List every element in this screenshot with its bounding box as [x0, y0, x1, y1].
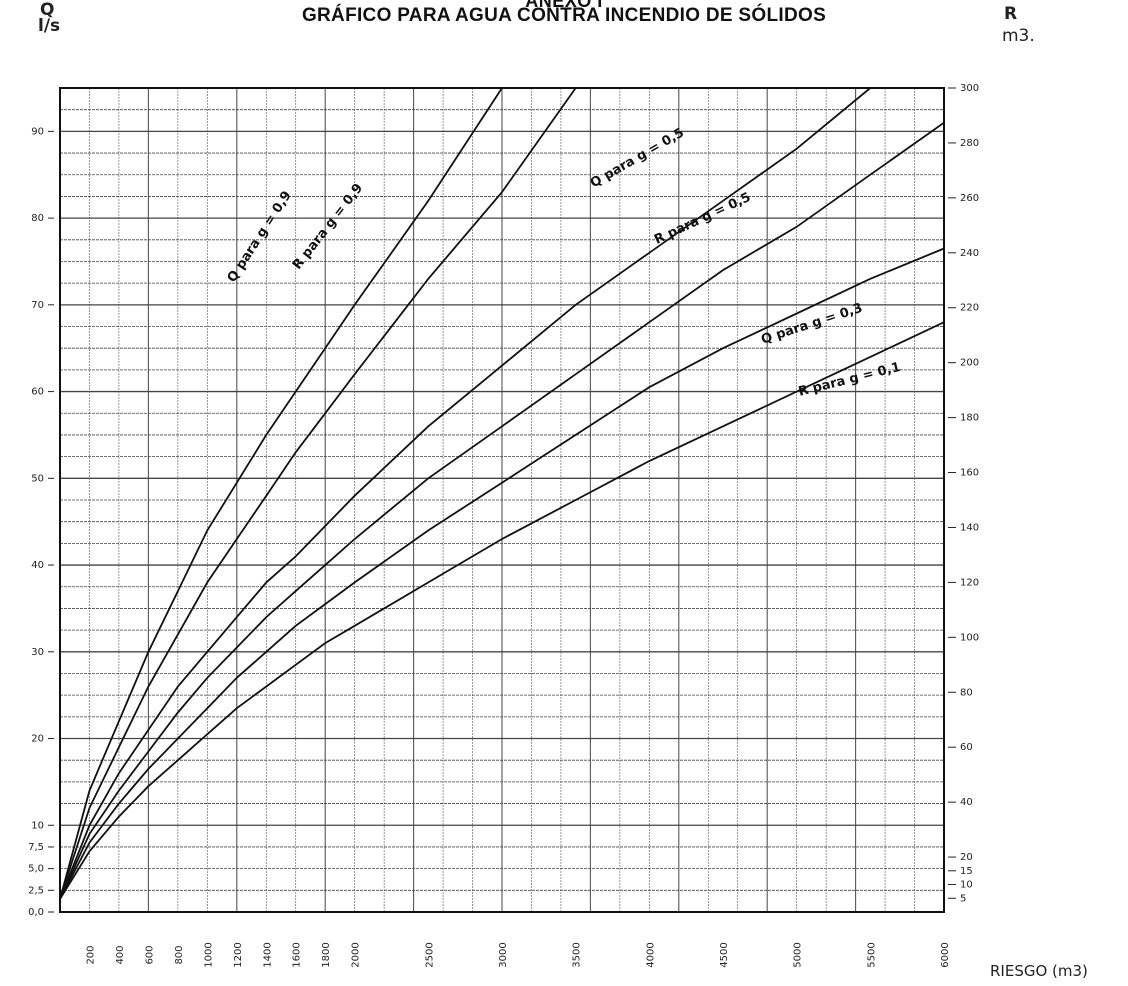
chart-grid [60, 88, 944, 912]
curve-line-4 [59, 121, 945, 900]
x-tick-label: 1000 [203, 942, 214, 967]
x-tick-label: 800 [174, 945, 185, 964]
left-axis-symbol: Q [40, 0, 55, 20]
curve-line-6 [59, 321, 945, 900]
x-tick-label: 600 [144, 945, 155, 964]
x-tick-label: 4000 [645, 942, 656, 967]
curve-line-5 [59, 247, 945, 900]
right-tick-label: 120 [960, 577, 979, 588]
right-axis-ticks: 5 10 15 20 40 60 80 100 120 140 160 180 200 220 240 260… [948, 83, 979, 904]
chart-curve-labels: Q para g = 0,9R para g = 0,9Q para g = 0… [225, 125, 902, 399]
x-tick-label: 1400 [262, 942, 273, 967]
right-tick-label: 260 [960, 193, 979, 204]
right-axis-unit: m3. [1002, 26, 1035, 46]
left-tick-label: 90 [31, 126, 44, 137]
x-tick-label: 400 [115, 945, 126, 964]
x-tick-label: 6000 [940, 942, 951, 967]
curve-line-2 [59, 87, 577, 900]
x-tick-label: 200 [85, 945, 96, 964]
chart-curves [59, 87, 945, 900]
left-tick-label: 40 [31, 560, 44, 571]
curve-line-1 [59, 87, 503, 900]
right-tick-label: 180 [960, 413, 979, 424]
right-tick-label: 100 [960, 632, 979, 643]
x-tick-label: 3000 [498, 942, 509, 967]
x-tick-label: 1600 [292, 942, 303, 967]
right-tick-label: 160 [960, 468, 979, 479]
right-tick-label: 10 [960, 880, 973, 891]
left-tick-label: 50 [31, 473, 44, 484]
left-tick-label: 7,5 [28, 842, 44, 853]
x-tick-label: 2500 [424, 942, 435, 967]
curve-line-3 [59, 87, 871, 900]
right-tick-label: 240 [960, 248, 979, 259]
curve-label-3: Q para g = 0,5 [588, 125, 687, 191]
right-tick-label: 280 [960, 138, 979, 149]
right-tick-label: 140 [960, 522, 979, 533]
curve-label-1: Q para g = 0,9 [225, 189, 295, 286]
right-tick-label: 40 [960, 797, 973, 808]
x-axis-label: RIESGO (m3) [990, 962, 1088, 980]
right-tick-label: 200 [960, 358, 979, 369]
x-tick-label: 2000 [351, 942, 362, 967]
left-tick-label: 0,0 [28, 907, 44, 918]
right-tick-label: 5 [960, 893, 966, 904]
annex-title: ANEXO I [525, 0, 603, 11]
left-tick-label: 70 [31, 300, 44, 311]
left-tick-label: 5,0 [28, 864, 44, 875]
left-tick-label: 20 [31, 734, 44, 745]
x-tick-label: 1200 [233, 942, 244, 967]
x-tick-label: 5500 [866, 942, 877, 967]
right-axis-symbol: R [1004, 4, 1018, 24]
left-tick-label: 60 [31, 387, 44, 398]
right-tick-label: 220 [960, 303, 979, 314]
left-axis-unit: l/s [38, 16, 61, 36]
right-tick-label: 15 [960, 866, 973, 877]
right-tick-label: 300 [960, 83, 979, 94]
right-tick-label: 20 [960, 852, 973, 863]
left-axis-ticks: 0,0 2,5 5,0 7,5 10 20 30 40 50 60 70 80 90 [28, 126, 54, 918]
left-tick-label: 2,5 [28, 885, 44, 896]
left-tick-label: 30 [31, 647, 44, 658]
x-tick-label: 4500 [719, 942, 730, 967]
left-tick-label: 80 [31, 213, 44, 224]
left-tick-label: 10 [31, 820, 44, 831]
right-tick-label: 60 [960, 742, 973, 753]
x-tick-label: 5000 [793, 942, 804, 967]
chart-title: GRÁFICO PARA AGUA CONTRA INCENDIO DE SÓL… [301, 5, 827, 26]
right-tick-label: 80 [960, 687, 973, 698]
x-tick-label: 3500 [572, 942, 583, 967]
x-tick-label: 1800 [321, 942, 332, 967]
x-axis-ticks: 200 400 600 800 1000 1200 1400 1600 1800 2000 2500… [85, 942, 951, 967]
